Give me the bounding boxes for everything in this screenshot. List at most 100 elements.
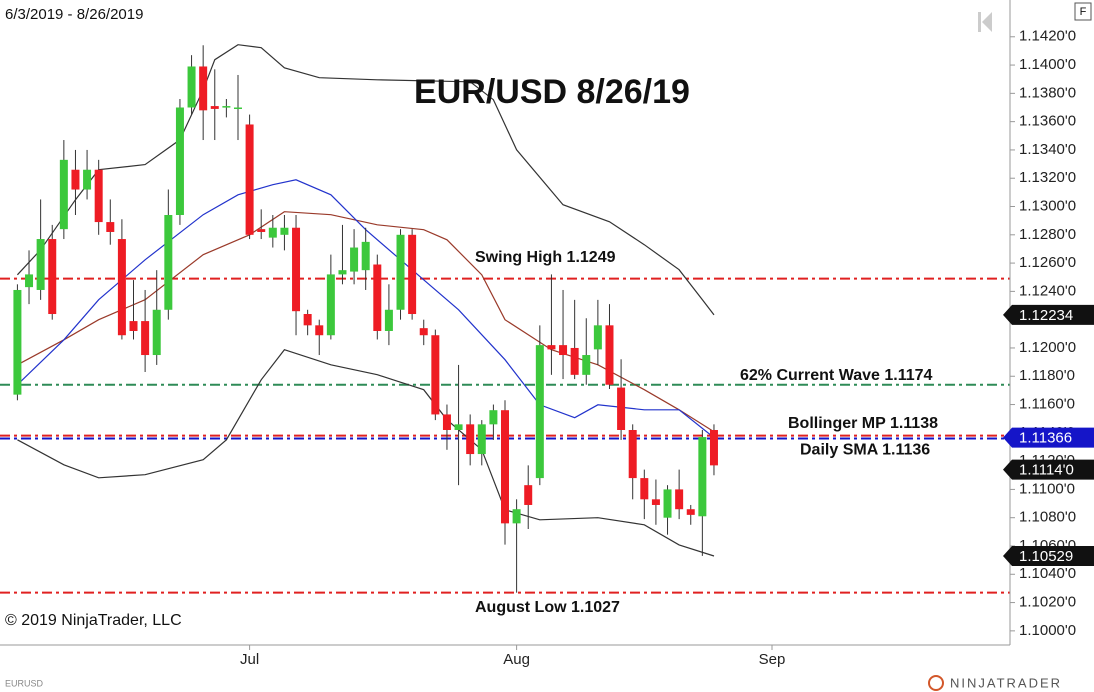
candle-body [187, 66, 196, 108]
y-tick-label: 1.1000'0 [1019, 622, 1076, 639]
y-tick-label: 1.1080'0 [1019, 509, 1076, 526]
candle-body [442, 414, 451, 430]
candle-body [222, 106, 231, 108]
candle-body [257, 229, 266, 232]
copyright: © 2019 NinjaTrader, LLC [5, 612, 182, 629]
candle-body [117, 239, 126, 336]
y-tick-label: 1.1320'0 [1019, 169, 1076, 186]
level-annotation: 62% Current Wave 1.1174 [740, 367, 933, 384]
candle-body [628, 430, 637, 479]
y-tick-label: 1.1300'0 [1019, 197, 1076, 214]
scroll-icon[interactable] [978, 12, 992, 32]
candle-body [617, 387, 626, 430]
candle-body [25, 274, 34, 288]
candle-body [501, 410, 509, 524]
f-box [1074, 2, 1092, 21]
y-tick-label: 1.1100'0 [1019, 480, 1075, 497]
y-tick-label: 1.1260'0 [1019, 254, 1076, 271]
f-button[interactable]: F [1074, 2, 1092, 21]
candle-body [152, 309, 161, 356]
candle-body [361, 241, 370, 271]
date-range: 6/3/2019 - 8/26/2019 [5, 6, 143, 23]
candle-body [350, 247, 359, 272]
candle-body [315, 325, 324, 336]
candle-body [663, 489, 672, 518]
candle-body [547, 345, 556, 350]
scroll-bar [978, 12, 981, 32]
candle-body [512, 509, 521, 524]
scroll-arrow [982, 12, 992, 32]
level-annotation: August Low 1.1027 [475, 599, 620, 616]
candle-body [640, 478, 649, 500]
price-marker-label: 1.1114'0 [1019, 462, 1074, 479]
candle-body [419, 328, 428, 336]
y-tick-label: 1.1240'0 [1019, 282, 1076, 299]
candle-body [233, 107, 242, 109]
candle-body [280, 227, 289, 235]
candle-body [651, 499, 660, 505]
candle-body [559, 345, 568, 356]
candle-body [268, 227, 277, 238]
candle-body [83, 169, 92, 190]
price-marker-box [1003, 304, 1094, 325]
level-annotation: Swing High 1.1249 [475, 249, 616, 266]
y-tick-label: 1.1360'0 [1019, 113, 1076, 130]
candle-body [524, 485, 533, 505]
price-marker-box [1003, 459, 1094, 480]
candle-body [535, 345, 544, 479]
y-tick-label: 1.1280'0 [1019, 226, 1076, 243]
y-tick-label: 1.1040'0 [1019, 565, 1076, 582]
candle-body [373, 264, 382, 331]
logo-icon [928, 675, 944, 691]
candle-body [686, 509, 695, 515]
price-marker-box [1003, 427, 1094, 448]
level-annotation: Bollinger MP 1.1138 [788, 415, 938, 432]
candle-body [466, 424, 475, 455]
candle-body [94, 169, 103, 223]
price-marker-label: 1.12234 [1019, 307, 1073, 324]
candle-body [164, 215, 173, 310]
candle-body [709, 430, 718, 466]
candle-body [489, 410, 498, 425]
candle-body [384, 309, 393, 331]
candle-body [675, 489, 684, 510]
candle-body [106, 222, 115, 232]
chart-title: EUR/USD 8/26/19 [414, 73, 690, 111]
y-tick-label: 1.1340'0 [1019, 141, 1076, 158]
candle-body [36, 239, 45, 290]
candle-body [303, 314, 312, 326]
candle-body [245, 124, 254, 235]
candle-body [582, 355, 591, 375]
price-marker-label: 1.11366 [1019, 430, 1072, 447]
candle-body [593, 325, 602, 350]
f-letter: F [1080, 6, 1087, 18]
candle-body [292, 227, 301, 312]
candle-body [48, 239, 57, 315]
y-tick-label: 1.1180'0 [1019, 367, 1075, 384]
candle-body [698, 437, 707, 517]
candle-body [605, 325, 614, 385]
candle-body [71, 169, 80, 190]
candle-body [199, 66, 208, 111]
candle-body [477, 424, 486, 455]
y-tick-label: 1.1160'0 [1019, 396, 1075, 413]
candle-body [454, 424, 463, 430]
y-tick-label: 1.1420'0 [1019, 28, 1076, 45]
price-marker-label: 1.10529 [1019, 548, 1073, 565]
y-tick-label: 1.1400'0 [1019, 56, 1076, 73]
y-tick-label: 1.1200'0 [1019, 339, 1076, 356]
logo-text: NINJATRADER [950, 675, 1062, 690]
x-tick-label: Aug [503, 651, 530, 668]
y-tick-label: 1.1020'0 [1019, 594, 1076, 611]
candle-body [396, 234, 405, 310]
candle-body [175, 107, 184, 215]
candle-body [431, 335, 440, 415]
candle-body [338, 270, 347, 275]
candle-body [408, 234, 417, 315]
candle-body [210, 106, 219, 109]
candle-body [59, 159, 68, 230]
level-annotation: Daily SMA 1.1136 [800, 442, 930, 459]
candle-body [326, 274, 335, 336]
candle-body [13, 289, 22, 395]
